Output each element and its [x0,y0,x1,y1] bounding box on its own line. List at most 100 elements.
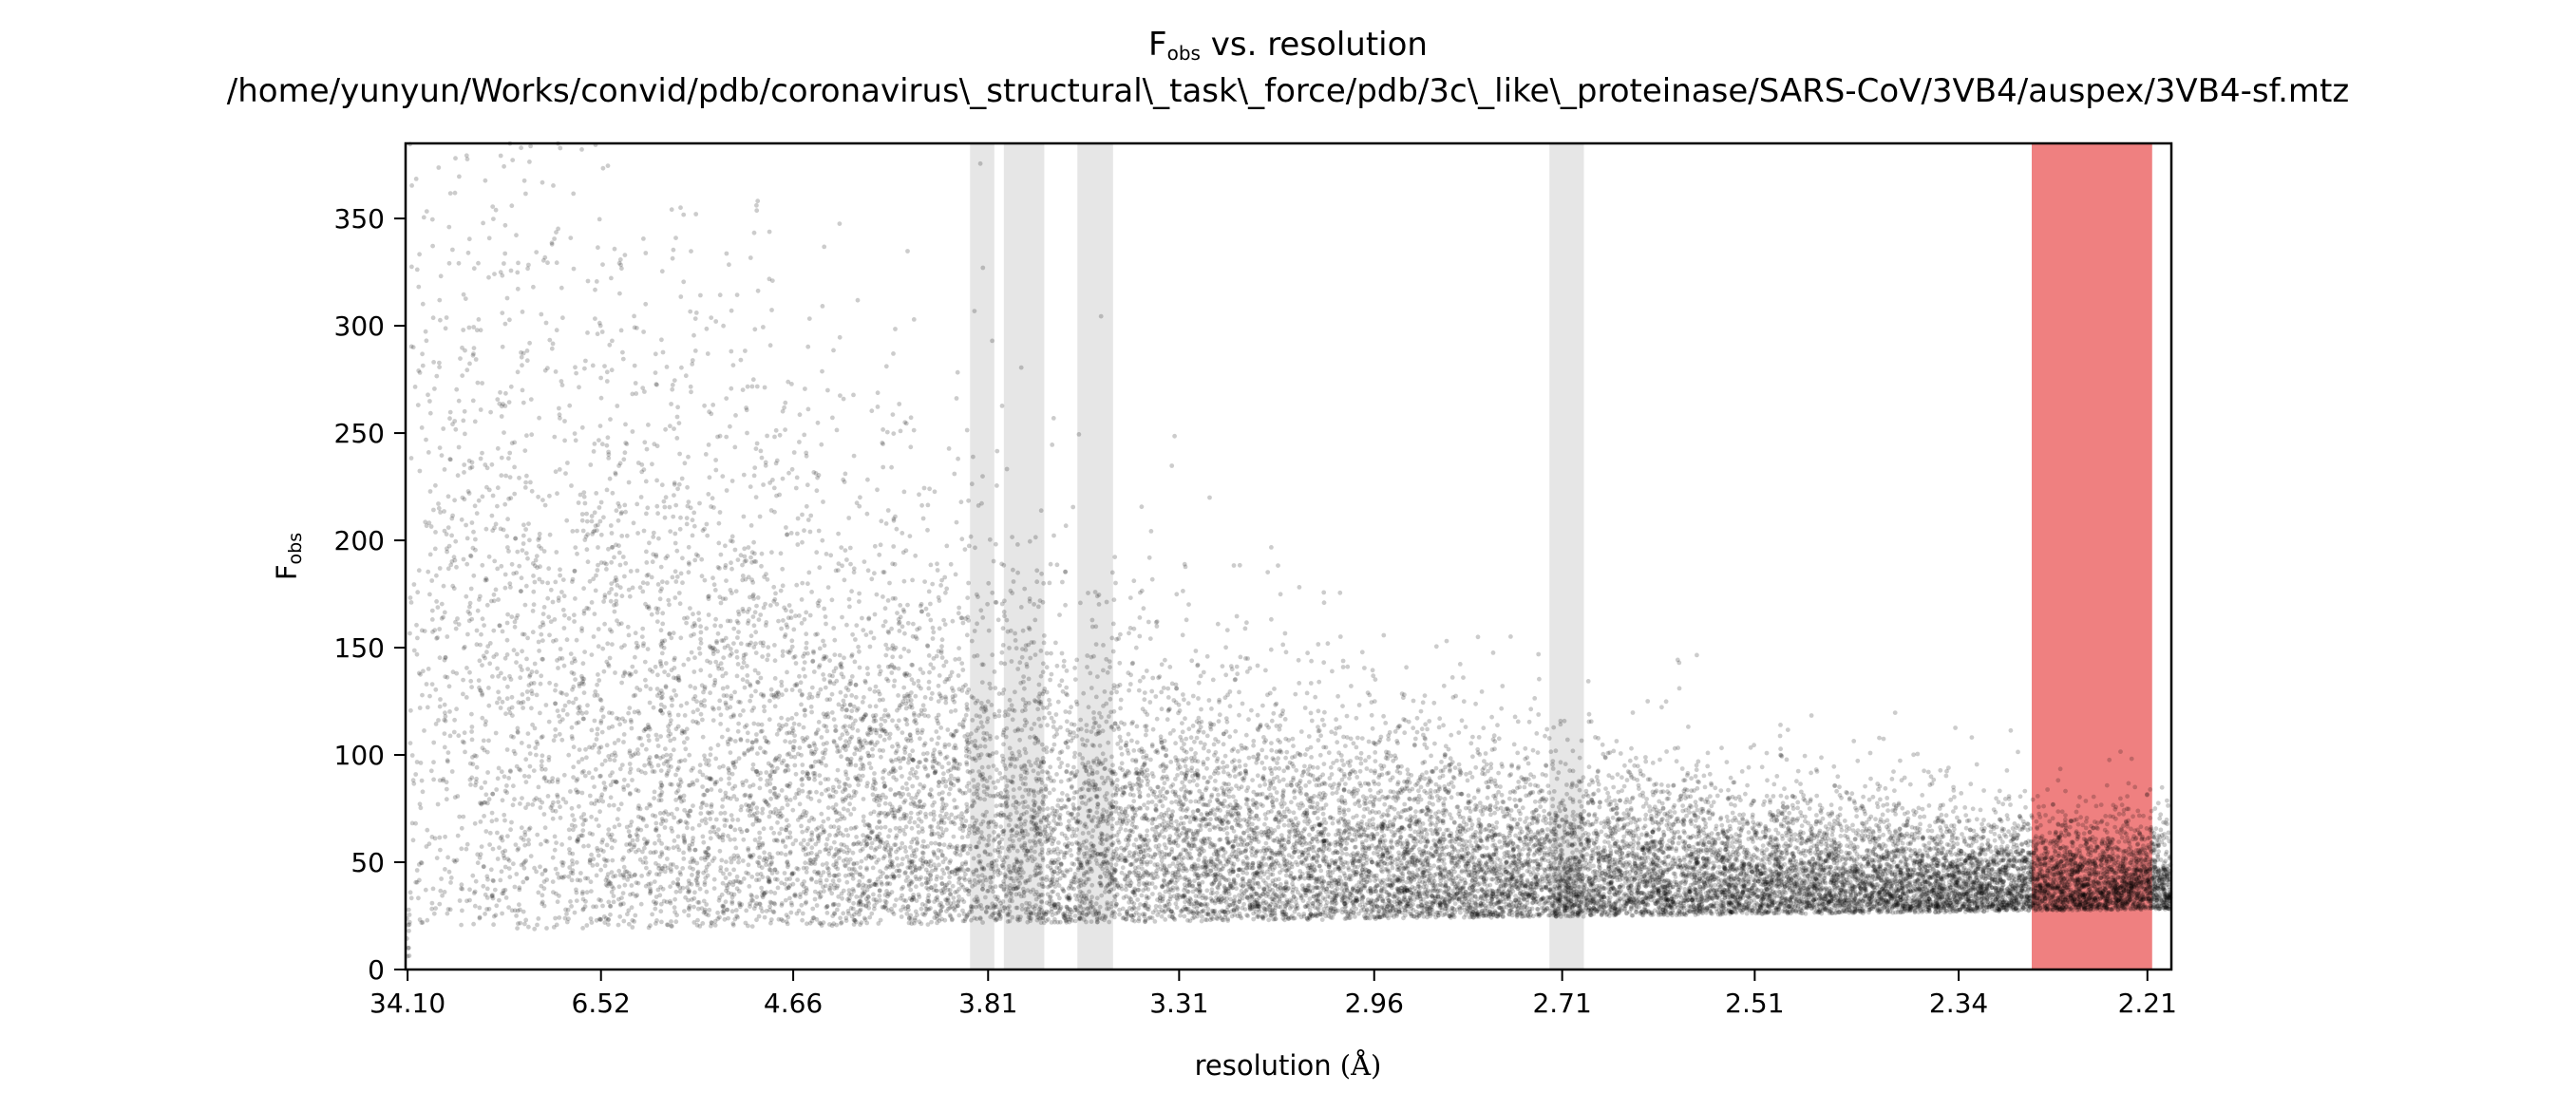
data-point [427,399,432,404]
data-point [485,876,490,882]
data-point [1069,853,1074,858]
data-point [1015,667,1021,671]
data-point [2065,894,2071,900]
data-point [1430,795,1435,800]
data-point [512,491,518,497]
data-point [1726,787,1731,793]
data-point [1184,617,1189,623]
data-point [806,744,812,749]
data-point [900,857,905,861]
data-point [804,631,809,637]
data-point [1703,824,1709,830]
data-point [1974,817,1979,822]
data-point [2065,882,2071,888]
data-point [1997,788,2002,794]
data-point [987,775,993,781]
data-point [1849,791,1855,797]
data-point [1159,799,1164,803]
data-point [908,415,914,421]
data-point [1467,910,1472,915]
data-point [1657,799,1662,804]
data-point [687,889,691,894]
data-point [993,785,998,790]
data-point [1713,785,1718,791]
data-point [680,556,685,561]
data-point [505,612,510,617]
data-point [1488,762,1494,767]
data-point [1476,817,1482,822]
data-point [1233,834,1239,839]
data-point [1793,909,1799,914]
data-point [1316,679,1322,685]
data-point [620,356,626,362]
data-point [1253,910,1259,914]
data-point [877,747,882,753]
data-point [1051,742,1057,747]
data-point [896,693,900,698]
data-point [630,778,635,782]
data-point [612,758,617,763]
data-point [1408,818,1413,823]
data-point [678,205,683,211]
data-point [442,702,447,707]
data-point [646,925,652,931]
data-point [1535,866,1540,872]
data-point [631,520,636,526]
data-point [445,750,451,755]
data-point [1315,885,1320,891]
data-point [928,617,934,623]
data-point [593,316,597,321]
data-point [1784,909,1790,913]
data-point [641,330,646,334]
data-point [748,523,754,528]
data-point [1694,767,1699,773]
data-point [547,532,553,537]
data-point [1014,810,1019,815]
data-point [674,414,680,420]
data-point [821,672,825,677]
data-point [1321,660,1327,666]
data-point [853,637,858,642]
data-point [1490,737,1496,743]
data-point [898,654,903,660]
data-point [1415,881,1421,887]
data-point [502,818,507,823]
data-point [2127,898,2131,904]
data-point [1258,783,1262,788]
data-point [496,765,502,771]
data-point [1076,432,1082,437]
data-point [1413,809,1418,815]
data-point [1600,742,1605,747]
data-point [1496,770,1501,776]
data-point [2073,881,2077,886]
data-point [715,631,721,636]
data-point [741,609,746,614]
data-point [442,467,447,472]
data-point [1479,903,1484,909]
data-point [655,511,660,517]
data-point [999,837,1005,842]
data-point [1373,878,1377,883]
data-point [1878,797,1883,802]
data-point [433,687,439,692]
data-point [1943,813,1949,819]
data-point [1053,712,1059,717]
data-point [1878,862,1884,868]
data-point [851,566,857,572]
data-point [1141,606,1146,612]
data-point [1121,818,1126,822]
data-point [824,861,829,866]
data-point [866,753,872,759]
data-point [511,648,517,653]
data-point [1138,590,1143,595]
data-point [829,923,835,929]
data-point [427,693,432,699]
data-point [1260,703,1265,708]
data-point [731,867,736,873]
data-point [536,639,541,645]
data-point [1885,801,1890,807]
highlight-band-3 [1549,143,1584,970]
data-point [521,533,526,538]
data-point [729,859,734,865]
data-point [2149,848,2154,854]
